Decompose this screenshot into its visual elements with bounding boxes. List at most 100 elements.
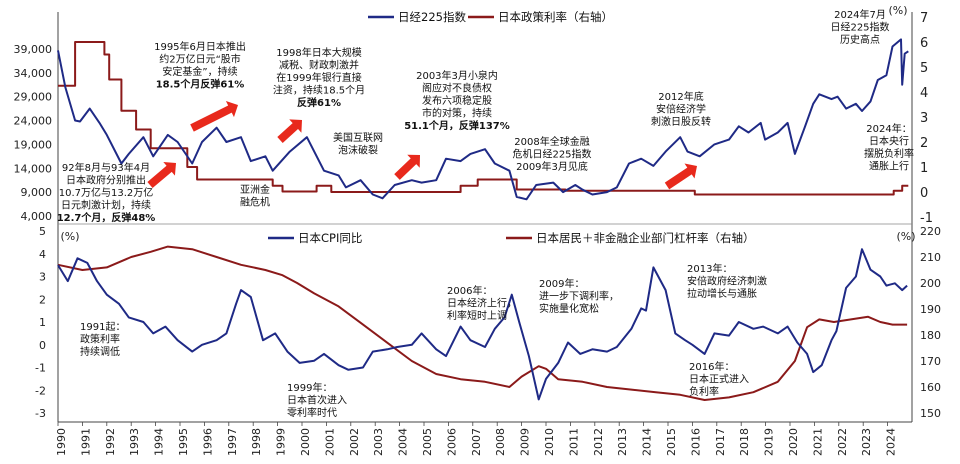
annotation-line: 危机日经225指数 (512, 148, 591, 161)
annotation-line: 1998年日本大规模 (276, 46, 361, 59)
x-tick-label: 2000 (299, 428, 312, 456)
x-tick-label: 2018 (738, 428, 751, 456)
bottom-left-tick-label: 5 (39, 225, 46, 238)
top-left-tick-label: 24,000 (14, 115, 53, 128)
axes-layer: 39,00034,00029,00024,00019,00014,0009,00… (14, 4, 942, 456)
annotation-line: 在1999年银行直接 (276, 71, 361, 84)
nikkei-225-line (57, 38, 909, 201)
annotation-13: 2009年：进一步下调利率，实施量化宽松 (539, 277, 619, 315)
annotation-line: 92年8月与93年4月 (62, 161, 150, 174)
bottom-left-tick-label: 3 (39, 271, 46, 284)
annotation-line: 实施量化宽松 (539, 302, 599, 315)
x-tick-label: 1995 (177, 428, 190, 456)
x-tick-label: 2013 (616, 428, 629, 456)
annotation-line: 通胀上行 (869, 160, 909, 173)
x-tick-label: 2001 (323, 428, 336, 456)
bottom-right-tick-label: 160 (920, 381, 941, 394)
x-tick-label: 1999 (275, 428, 288, 456)
annotation-line: 1995年6月日本推出 (154, 40, 246, 53)
bottom-right-tick-label: 180 (920, 329, 941, 342)
annotation-line: 发布六项稳定股 (422, 94, 492, 107)
annotation-line: 反弹61% (297, 96, 341, 109)
annotation-line: 注资，持续18.5个月 (273, 84, 365, 97)
series-layer (57, 38, 909, 401)
top-left-tick-label: 19,000 (14, 138, 53, 151)
annotation-line: 2013年： (687, 262, 732, 275)
annotation-line: 融危机 (240, 196, 270, 209)
x-tick-label: 2019 (763, 428, 776, 456)
rebound-arrow (664, 163, 697, 190)
bottom-left-tick-label: 4 (39, 248, 46, 261)
top-right-tick-label: 1 (920, 161, 928, 176)
top-left-tick-label: 39,000 (14, 43, 53, 56)
x-tick-label: 1996 (201, 428, 214, 456)
x-tick-label: 1991 (79, 428, 92, 456)
rebound-arrow (147, 161, 177, 189)
x-tick-label: 1990 (55, 428, 68, 456)
top-left-tick-label: 14,000 (14, 162, 53, 175)
bottom-right-tick-label: 210 (920, 251, 941, 264)
top-left-tick-label: 34,000 (14, 67, 53, 80)
x-tick-label: 2011 (567, 428, 580, 456)
bottom-left-tick-label: 1 (39, 316, 46, 329)
x-tick-label: 2021 (811, 428, 824, 456)
x-tick-label: 2003 (372, 428, 385, 456)
x-tick-label: 1992 (104, 428, 117, 456)
x-tick-label: 2023 (860, 428, 873, 456)
bottom-right-tick-label: 200 (920, 277, 941, 290)
x-tick-label: 2017 (714, 428, 727, 456)
top-right-tick-label: 2 (920, 136, 928, 151)
annotation-line: 2024年7月 (834, 8, 886, 21)
annotation-line: 2024年： (866, 122, 911, 135)
annotation-line: 政策利率 (80, 333, 120, 346)
bottom-right-tick-label: 150 (920, 407, 941, 420)
annotation-line: 51.1个月，反弹137% (404, 119, 510, 132)
bottom-right-tick-label: 190 (920, 303, 941, 316)
bottom-right-tick-label: 220 (920, 225, 941, 238)
bottom-left-tick-label: 0 (39, 339, 46, 352)
annotation-line: 持续调低 (80, 345, 120, 358)
top-right-tick-label: 4 (920, 86, 928, 101)
annotation-line: 12.7个月，反弹48% (57, 211, 156, 224)
arrow-layer (147, 100, 697, 190)
bottom-left-tick-label: 2 (39, 293, 46, 306)
annotation-line: 刺激日股反转 (651, 115, 711, 128)
x-tick-label: 1998 (250, 428, 263, 456)
annotation-line: 2003年3月小泉内 (416, 69, 498, 82)
bottom-left-tick-label: -3 (35, 407, 46, 420)
legend-policy-rate-label: 日本政策利率（右轴） (498, 10, 613, 24)
bottom-right-tick-label: 170 (920, 355, 941, 368)
annotation-1: 1998年日本大规模减税、财政刺激并在1999年银行直接注资，持续18.5个月反… (273, 46, 365, 109)
rebound-arrow (277, 119, 303, 143)
top-left-tick-label: 9,000 (21, 186, 53, 199)
x-tick-label: 2009 (519, 428, 532, 456)
annotation-line: 历史高点 (840, 33, 880, 46)
top-left-tick-label: 4,000 (21, 210, 53, 223)
cpi-yoy-line (57, 248, 908, 401)
top-right-tick-label: 3 (920, 111, 928, 126)
bottom-right-unit: (%) (896, 230, 915, 243)
x-tick-label: 2008 (494, 428, 507, 456)
top-right-tick-label: 0 (920, 186, 928, 201)
annotation-line: 2006年： (447, 284, 492, 297)
rebound-arrow (394, 154, 421, 180)
x-tick-label: 2015 (665, 428, 678, 456)
x-tick-label: 2020 (787, 428, 800, 456)
bottom-left-tick-label: -1 (35, 362, 46, 375)
legend-layer: 日经225指数 日本政策利率（右轴） 日本CPI同比 日本居民＋非金融企业部门杠杆率（… (268, 10, 755, 245)
top-right-tick-label: 5 (920, 61, 928, 76)
x-tick-label: 2024 (885, 428, 898, 456)
legend-cpi-label: 日本CPI同比 (298, 231, 362, 245)
x-tick-label: 2007 (470, 428, 483, 456)
